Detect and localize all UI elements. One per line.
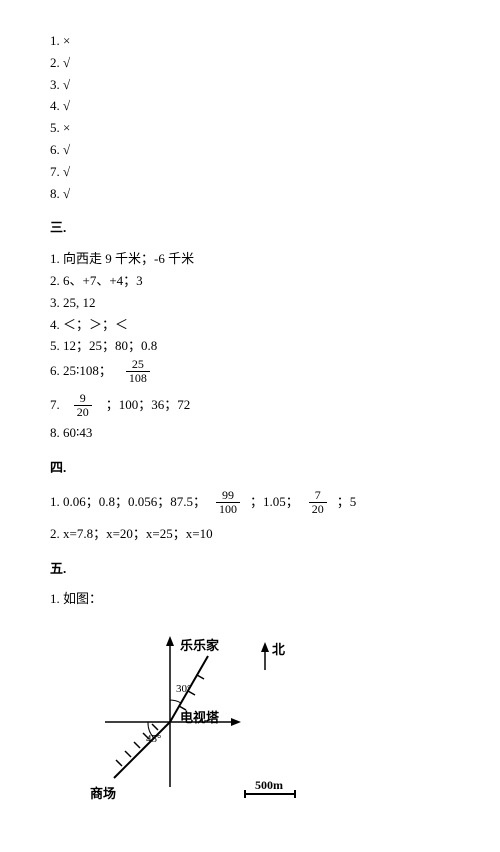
ans-1: 1. × <box>50 31 450 52</box>
frac-num: 25 <box>126 358 150 372</box>
mark: √ <box>63 142 70 157</box>
s3-l2: 2. 6、+7、+4；3 <box>50 271 450 292</box>
s3-l3: 3. 25, 12 <box>50 293 450 314</box>
s3-l8: 8. 60∶43 <box>50 423 450 444</box>
frac-den: 20 <box>309 503 327 516</box>
ans-2: 2. √ <box>50 53 450 74</box>
frac-den: 100 <box>216 503 240 516</box>
n: 2 <box>50 55 57 70</box>
section-3-head: 三. <box>50 218 450 239</box>
n: 4 <box>50 98 57 113</box>
frac-den: 20 <box>74 406 92 419</box>
arc-30 <box>170 700 181 703</box>
label-45: 45° <box>146 733 161 745</box>
ans-8: 8. √ <box>50 184 450 205</box>
s4-l1: 1. 0.06；0.8；0.056；87.5； 99 100 ；1.05； 7 … <box>50 489 450 516</box>
label-north: 北 <box>272 642 285 657</box>
n: 6 <box>50 142 57 157</box>
n: 7 <box>50 164 57 179</box>
section-5-head: 五. <box>50 559 450 580</box>
s5-l1: 1. 如图： <box>50 589 450 610</box>
n: 1 <box>50 33 57 48</box>
s3-l1: 1. 向西走 9 千米；-6 千米 <box>50 249 450 270</box>
section-3-body: 1. 向西走 9 千米；-6 千米 2. 6、+7、+4；3 3. 25, 12… <box>50 249 450 444</box>
arrow-right-icon <box>231 718 241 726</box>
ans-5: 5. × <box>50 118 450 139</box>
ans-4: 4. √ <box>50 96 450 117</box>
label-tower: 电视塔 <box>180 710 220 725</box>
s3-l5: 5. 12；25；80；0.8 <box>50 336 450 357</box>
label-lele: 乐乐家 <box>180 638 220 653</box>
frac-num: 9 <box>74 392 92 406</box>
section-2-answers: 1. × 2. √ 3. √ 4. √ 5. × 6. √ 7. √ 8. √ <box>50 31 450 204</box>
s3-l6-frac: 25 108 <box>126 358 150 385</box>
section-4-body: 1. 0.06；0.8；0.056；87.5； 99 100 ；1.05； 7 … <box>50 489 450 545</box>
n: 8 <box>50 186 57 201</box>
label-mall: 商场 <box>90 786 116 801</box>
mark: × <box>63 33 70 48</box>
label-30: 30° <box>176 683 191 695</box>
mark: √ <box>63 77 70 92</box>
mark: √ <box>63 186 70 201</box>
frac-num: 7 <box>309 489 327 503</box>
label-scale: 500m <box>255 778 283 792</box>
mark: × <box>63 120 70 135</box>
line-mall <box>114 722 170 778</box>
s3-l4: 4. ＜；＞；＜ <box>50 315 450 336</box>
s3-l7b: ；100；36；72 <box>106 395 191 416</box>
s3-l6: 6. 25∶108； 25 108 <box>50 358 450 385</box>
direction-diagram: 30° 45° 乐乐家 电视塔 商场 北 500m <box>80 622 450 822</box>
s3-l7-frac: 9 20 <box>74 392 92 419</box>
frac-num: 99 <box>216 489 240 503</box>
s4-l1-frac2: 7 20 <box>309 489 327 516</box>
north-arrow-icon <box>261 642 269 652</box>
ans-3: 3. √ <box>50 75 450 96</box>
ans-7: 7. √ <box>50 162 450 183</box>
s4-l1-frac1: 99 100 <box>216 489 240 516</box>
frac-den: 108 <box>126 372 150 385</box>
s3-l6a: 6. 25∶108； <box>50 361 112 382</box>
n: 3 <box>50 77 57 92</box>
n: 5 <box>50 120 57 135</box>
arrow-up-icon <box>166 636 174 646</box>
ticks-sw <box>116 724 158 766</box>
s4-l2: 2. x=7.8；x=20；x=25；x=10 <box>50 524 450 545</box>
mark: √ <box>63 55 70 70</box>
diagram-svg: 30° 45° 乐乐家 电视塔 商场 北 500m <box>80 622 310 822</box>
s3-l7: 7. 9 20 ；100；36；72 <box>50 392 450 419</box>
s3-l7a: 7. <box>50 395 60 416</box>
ans-6: 6. √ <box>50 140 450 161</box>
mark: √ <box>63 98 70 113</box>
s4-l1b: ；1.05； <box>250 492 299 513</box>
section-4-head: 四. <box>50 458 450 479</box>
s4-l1a: 1. 0.06；0.8；0.056；87.5； <box>50 492 206 513</box>
mark: √ <box>63 164 70 179</box>
s4-l1c: ；5 <box>337 492 357 513</box>
